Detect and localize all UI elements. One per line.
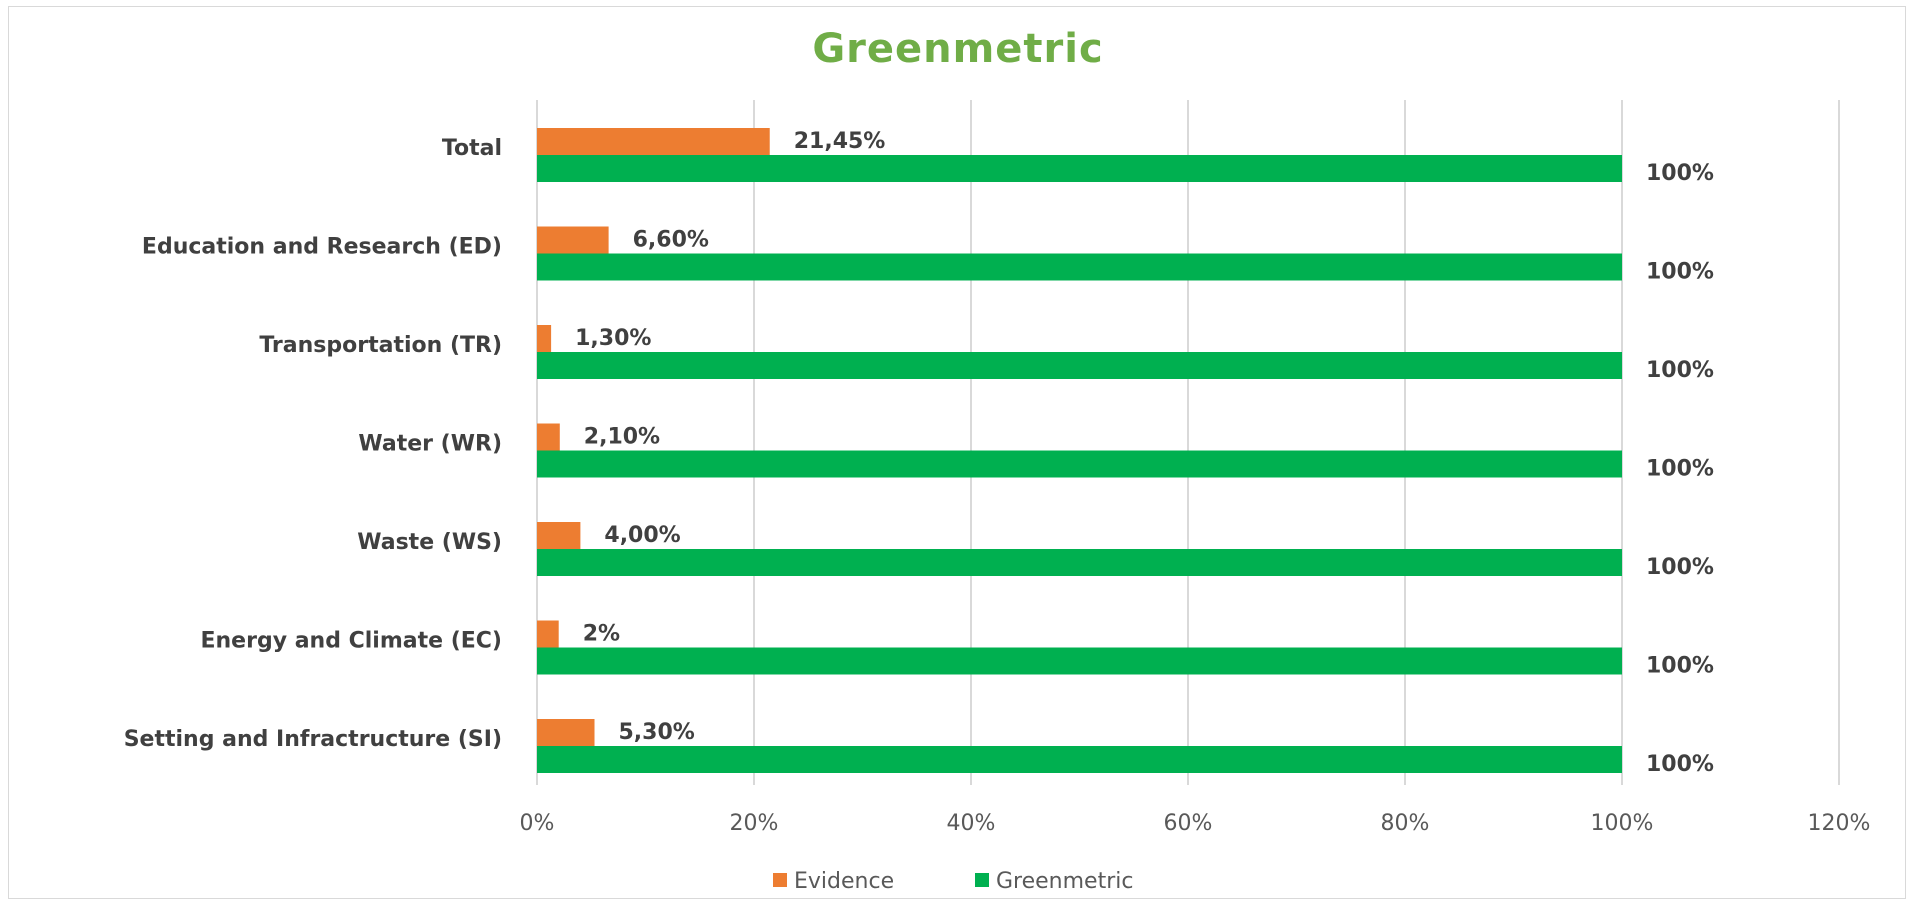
data-label-evidence: 6,60% <box>633 228 709 253</box>
bar-evidence <box>537 226 609 254</box>
category-label: Education and Research (ED) <box>142 235 502 260</box>
legend: Evidence Greenmetric <box>773 869 1133 894</box>
bar-greenmetric <box>537 746 1622 773</box>
data-label-evidence: 5,30% <box>619 720 695 745</box>
category-label: Setting and Infractructure (SI) <box>124 727 502 752</box>
bar-evidence <box>537 620 559 648</box>
chart-title: Greenmetric <box>812 26 1103 72</box>
category-label: Total <box>442 136 502 161</box>
data-label-evidence: 1,30% <box>575 326 651 351</box>
legend-label-greenmetric: Greenmetric <box>996 869 1133 894</box>
category-label: Waste (WS) <box>357 530 502 555</box>
category-label: Water (WR) <box>358 432 502 457</box>
category-label: Transportation (TR) <box>259 333 502 358</box>
bar-greenmetric <box>537 647 1622 675</box>
bar-greenmetric <box>537 450 1622 478</box>
bar-greenmetric <box>537 352 1622 379</box>
legend-swatch-evidence <box>773 873 787 887</box>
data-label-greenmetric: 100% <box>1646 358 1714 383</box>
bar-evidence <box>537 325 552 352</box>
bar-evidence <box>537 423 560 451</box>
data-label-greenmetric: 100% <box>1646 555 1714 580</box>
data-label-greenmetric: 100% <box>1646 654 1714 679</box>
x-tick-label: 80% <box>1381 811 1430 836</box>
x-tick-label: 60% <box>1164 811 1213 836</box>
x-tick-label: 120% <box>1808 811 1871 836</box>
bar-evidence <box>537 719 595 746</box>
bar-evidence <box>537 522 581 549</box>
x-tick-label: 20% <box>730 811 779 836</box>
x-tick-label: 40% <box>947 811 996 836</box>
data-label-greenmetric: 100% <box>1646 457 1714 482</box>
legend-swatch-greenmetric <box>975 873 989 887</box>
bar-greenmetric <box>537 549 1622 576</box>
bar-greenmetric <box>537 155 1622 182</box>
data-label-evidence: 4,00% <box>604 523 680 548</box>
bar-greenmetric <box>537 253 1622 281</box>
x-tick-label: 0% <box>520 811 555 836</box>
category-label: Energy and Climate (EC) <box>200 629 502 654</box>
data-label-greenmetric: 100% <box>1646 752 1714 777</box>
legend-label-evidence: Evidence <box>794 869 894 894</box>
data-label-evidence: 21,45% <box>794 129 886 154</box>
bar-evidence <box>537 128 770 155</box>
data-label-greenmetric: 100% <box>1646 260 1714 285</box>
data-label-evidence: 2,10% <box>584 425 660 450</box>
x-tick-label: 100% <box>1591 811 1654 836</box>
data-label-evidence: 2% <box>583 622 620 647</box>
data-label-greenmetric: 100% <box>1646 161 1714 186</box>
